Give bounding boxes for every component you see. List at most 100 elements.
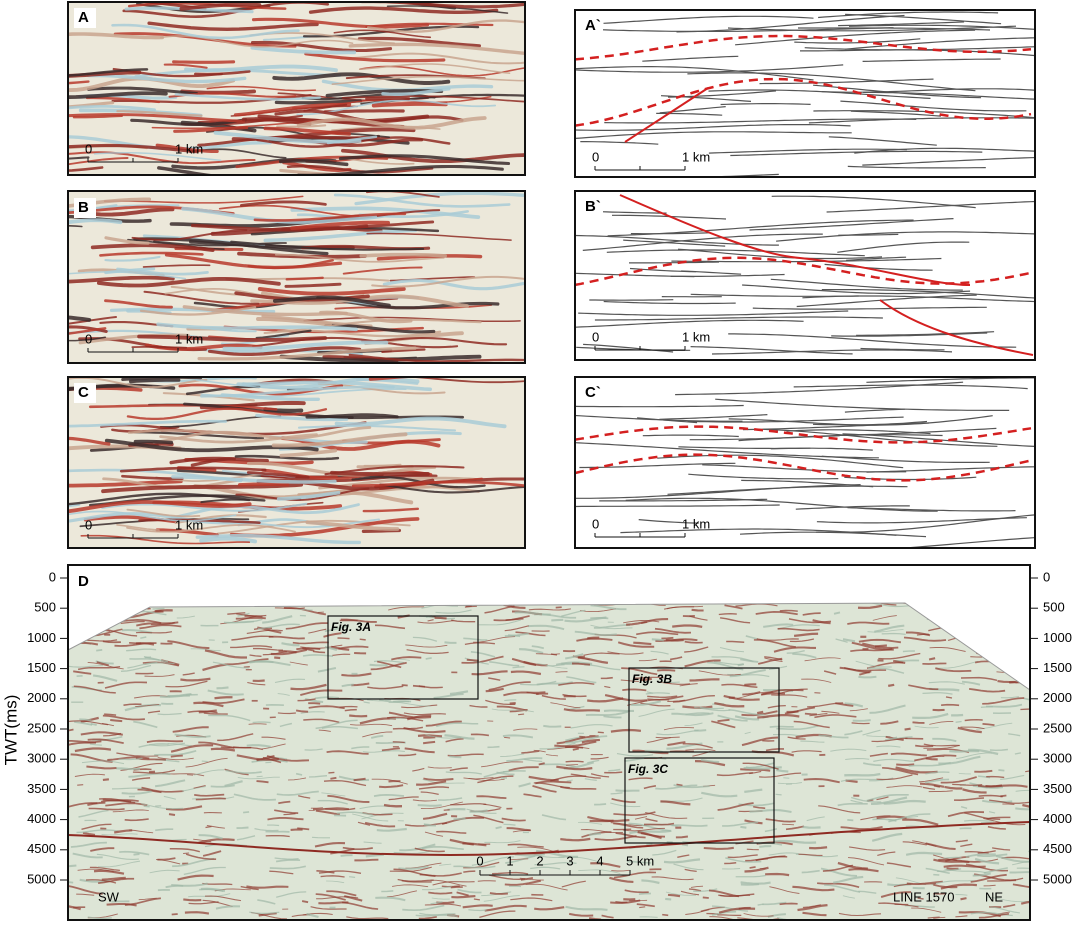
reflector [572, 664, 590, 665]
reflector [1022, 682, 1040, 683]
reflector [551, 620, 563, 621]
reflector [445, 642, 457, 643]
reflector [1030, 796, 1054, 801]
reflector [938, 618, 950, 619]
reflector [435, 618, 447, 619]
reflector [332, 473, 428, 474]
reflector [79, 719, 91, 720]
reflector [809, 847, 827, 848]
reflector [202, 761, 208, 762]
reflector [998, 681, 1016, 682]
reflector [381, 891, 393, 892]
reflector [349, 877, 355, 878]
reflector [782, 824, 794, 825]
reflector [187, 775, 193, 776]
reflector [579, 737, 585, 738]
left-tick-label: 2000 [27, 690, 56, 705]
scale-label: 1 km [682, 516, 710, 531]
reflector [60, 635, 78, 638]
reflector [780, 904, 798, 905]
reflector [423, 742, 435, 743]
reflector [169, 814, 175, 815]
reflector [490, 893, 508, 894]
reflector [296, 602, 308, 603]
right-tick-label: 5000 [1043, 871, 1072, 886]
reflector [245, 616, 263, 617]
right-tick-label: 2500 [1043, 720, 1072, 735]
reflector [956, 722, 962, 723]
reflector [240, 484, 288, 485]
reflector [598, 732, 604, 733]
reflector [449, 756, 461, 757]
reflector [587, 638, 599, 639]
reflector [370, 665, 388, 666]
reflector [1008, 641, 1044, 642]
reflector [539, 763, 545, 764]
reflector [312, 837, 330, 838]
reflector [983, 724, 995, 725]
scale-label: 5 km [626, 853, 654, 868]
reflector [622, 689, 646, 690]
scale-label: 0 [85, 141, 92, 156]
left-tick-label: 0 [49, 569, 56, 584]
left-tick-label: 3000 [27, 751, 56, 766]
reflector [958, 614, 988, 619]
reflector [243, 812, 249, 813]
reflector [601, 678, 613, 679]
reflector [468, 910, 486, 911]
seismic-image [32, 373, 591, 549]
reflector [990, 750, 1008, 751]
reflector [257, 781, 269, 782]
reflector [573, 749, 579, 750]
reflector [249, 724, 267, 725]
scale-label: 0 [85, 517, 92, 532]
right-tick-label: 500 [1043, 600, 1065, 615]
reflector [757, 712, 763, 713]
reflector [949, 751, 979, 752]
reflector [765, 874, 789, 875]
reflector [666, 640, 684, 641]
reflector [615, 902, 627, 903]
scale-label: 0 [476, 853, 483, 868]
reflector [682, 844, 688, 845]
reflector [132, 347, 186, 348]
reflector [402, 685, 408, 686]
reflector [961, 898, 967, 899]
reflector [692, 610, 704, 611]
figure-box-label: Fig. 3C [628, 762, 668, 776]
reflector [665, 899, 671, 900]
panel-label: C [78, 384, 89, 401]
reflector [448, 809, 466, 810]
reflector [888, 685, 894, 686]
reflector [1008, 614, 1050, 618]
reflector [89, 626, 107, 630]
figure-box-label: Fig. 3A [331, 620, 371, 634]
reflector [940, 606, 970, 608]
interpretation [557, 377, 1084, 552]
horizon-line [851, 2, 1067, 9]
reflector [1017, 626, 1029, 628]
reflector [406, 602, 424, 603]
reflector [160, 696, 190, 697]
reflector [703, 897, 709, 898]
reflector [172, 914, 178, 915]
left-tick-label: 5000 [27, 871, 56, 886]
seismic-section [60, 565, 1066, 922]
reflector [341, 855, 353, 856]
right-tick-label: 4000 [1043, 811, 1072, 826]
reflector [776, 794, 782, 795]
reflector [704, 848, 734, 849]
reflector [719, 614, 737, 615]
reflector [287, 278, 323, 280]
panel-label: B [78, 199, 89, 216]
left-tick-label: 2500 [27, 720, 56, 735]
panel-label: A` [585, 17, 601, 34]
reflector [250, 662, 274, 663]
right-tick-label: 0 [1043, 569, 1050, 584]
interpretation [550, 191, 1084, 367]
reflector [1000, 796, 1006, 797]
figure-box-label: Fig. 3B [632, 672, 672, 686]
reflector [986, 777, 1004, 778]
reflector [998, 622, 1010, 624]
reflector [676, 837, 688, 838]
